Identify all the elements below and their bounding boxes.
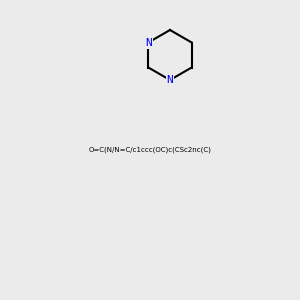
Text: O=C(N/N=C/c1ccc(OC)c(CSc2nc(C): O=C(N/N=C/c1ccc(OC)c(CSc2nc(C) bbox=[88, 147, 212, 153]
Text: N: N bbox=[167, 75, 173, 85]
Text: N: N bbox=[145, 38, 152, 47]
